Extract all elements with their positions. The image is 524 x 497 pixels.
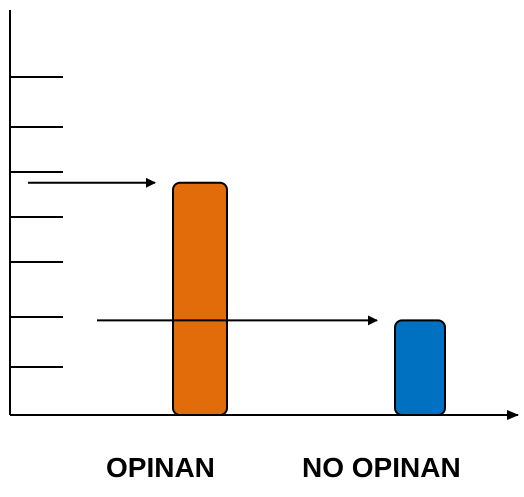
bar-opinan: [172, 181, 228, 416]
y-ticks: [10, 76, 63, 368]
annotation-arrows: [28, 177, 378, 326]
bars: [172, 181, 446, 416]
x-tick-label-no-opinan: NO OPINAN: [302, 452, 461, 483]
bar-no-opinan: [394, 319, 446, 416]
x-tick-label-opinan: OPINAN: [106, 452, 215, 483]
